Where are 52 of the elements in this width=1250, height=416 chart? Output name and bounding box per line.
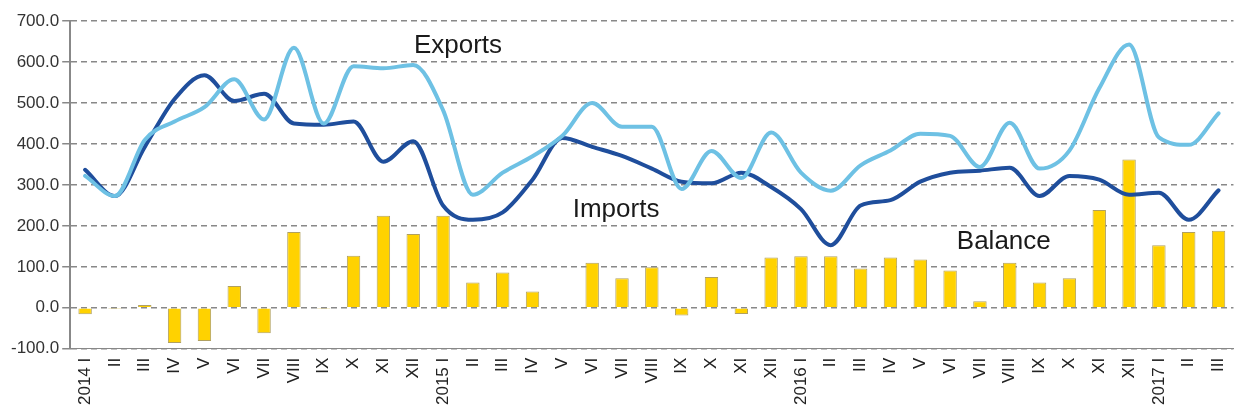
y-tick-label: 500.0 [16, 92, 60, 112]
x-tick-label: 2017 I [1148, 357, 1168, 405]
x-tick-label: IX [313, 357, 333, 374]
x-tick-label: VIII [999, 357, 1019, 384]
x-tick-label: II [462, 357, 482, 368]
x-tick-label: III [1208, 357, 1228, 372]
x-tick-label: X [343, 357, 363, 370]
x-tick-label: III [850, 357, 870, 372]
x-tick-label: X [1059, 357, 1079, 370]
y-tick-label: 700.0 [16, 10, 60, 30]
x-tick-label: VIII [641, 357, 661, 384]
x-tick-label: XI [1088, 357, 1108, 374]
y-tick-label: 200.0 [16, 215, 60, 235]
x-tick-label: VI [939, 357, 959, 374]
x-tick-label: III [134, 357, 154, 372]
x-tick-label: II [104, 357, 124, 368]
x-tick-label: V [194, 357, 214, 370]
x-tick-label: 2016 I [790, 357, 810, 405]
x-tick-label: XI [373, 357, 393, 374]
x-tick-label: 2015 I [432, 357, 452, 405]
x-tick-label: IX [1029, 357, 1049, 374]
x-tick-label: VII [253, 357, 273, 379]
x-tick-label: XII [402, 357, 422, 379]
line-series [83, 73, 1221, 248]
y-tick-label: 300.0 [16, 174, 60, 194]
y-tick-label: 100.0 [16, 256, 60, 276]
x-tick-label: VII [969, 357, 989, 379]
x-tick-label: IV [522, 357, 542, 374]
x-tick-label: VI [581, 357, 601, 374]
series-label: Balance [956, 225, 1051, 256]
y-tick-label: 0.0 [35, 297, 60, 317]
x-tick-label: III [492, 357, 512, 372]
y-tick-label: -100.0 [11, 338, 60, 358]
series-label: Exports [413, 28, 503, 59]
y-tick-label: 400.0 [16, 133, 60, 153]
x-tick-label: IV [880, 357, 900, 374]
x-tick-label: V [909, 357, 929, 370]
x-tick-label: V [552, 357, 572, 370]
x-tick-label: XII [760, 357, 780, 379]
x-tick-label: XI [731, 357, 750, 374]
x-tick-label: XII [1118, 357, 1138, 379]
x-tick-label: IX [671, 357, 691, 374]
series-label: Imports [572, 192, 660, 223]
x-tick-label: II [1178, 357, 1198, 368]
x-tick-label: II [820, 357, 840, 368]
x-tick-label: VII [611, 357, 631, 379]
x-tick-label: VIII [283, 357, 303, 384]
x-tick-label: VI [223, 357, 243, 374]
x-tick-label: IV [164, 357, 184, 374]
y-tick-label: 600.0 [16, 51, 60, 71]
x-tick-label: X [701, 357, 721, 370]
x-tick-label: 2014 I [74, 357, 94, 405]
